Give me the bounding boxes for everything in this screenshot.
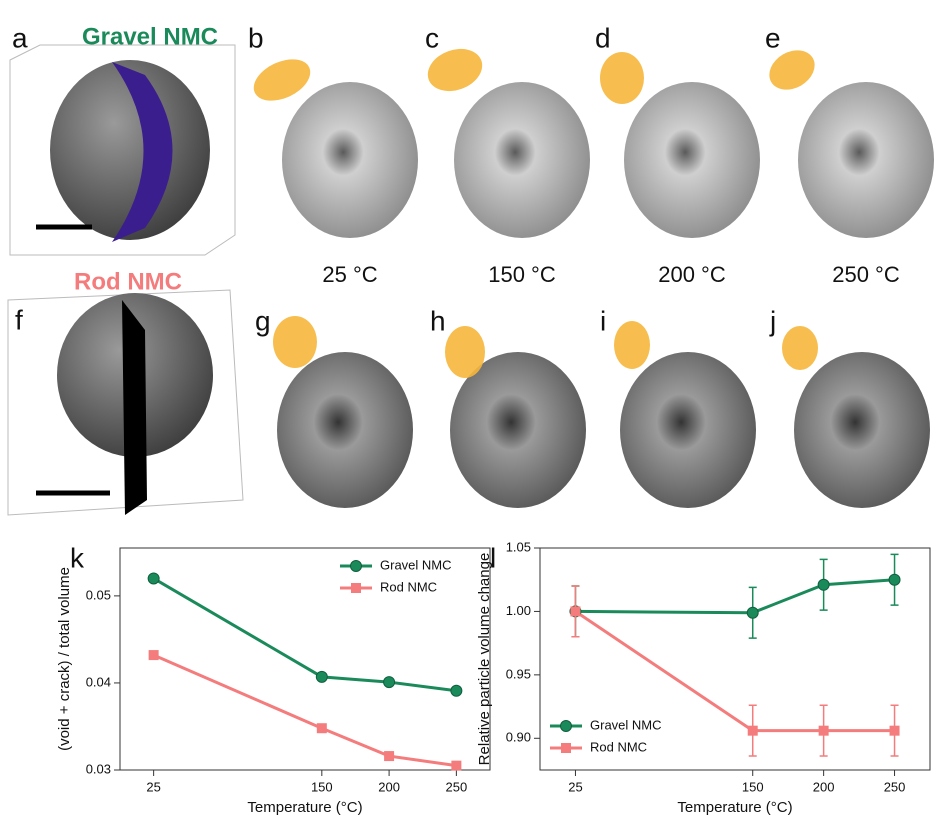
y-axis-title: (void + crack) / total volume [56, 567, 73, 751]
panel-letter: l [490, 542, 496, 573]
data-point [384, 751, 395, 762]
legend-label: Gravel NMC [380, 557, 452, 572]
legend-label: Gravel NMC [590, 717, 662, 732]
data-point [450, 684, 463, 697]
series-line [575, 578, 895, 615]
legend-marker [561, 743, 571, 753]
y-tick-label: 0.03 [86, 761, 111, 776]
y-tick-label: 0.04 [86, 674, 111, 689]
data-point [818, 725, 829, 736]
data-point [315, 670, 328, 683]
panel-letter: k [70, 542, 85, 573]
y-tick-label: 0.90 [506, 730, 531, 745]
data-point [570, 606, 581, 617]
legend-marker [560, 720, 572, 732]
temperature: 200 °C [658, 262, 726, 287]
rod-render [7, 289, 244, 516]
data-point [747, 725, 758, 736]
legend-marker [350, 560, 362, 572]
legend-label: Rod NMC [380, 579, 437, 594]
panel-letter: j [769, 305, 776, 336]
temperature: 150 °C [488, 262, 556, 287]
plot-frame [539, 547, 931, 771]
void-renders [253, 48, 818, 378]
data-point [147, 572, 160, 585]
y-tick-label: 0.05 [86, 587, 111, 602]
series-line [153, 653, 457, 768]
x-tick-label: 150 [311, 779, 333, 794]
panel-letter: h [430, 305, 446, 336]
panel-letter: f [15, 304, 23, 335]
temperature: 25 °C [322, 262, 377, 287]
panel-letter: e [765, 22, 781, 53]
x-axis-title: Temperature (°C) [677, 799, 792, 816]
x-tick-label: 25 [146, 779, 160, 794]
panel-letter: d [595, 22, 611, 53]
data-point [148, 650, 159, 661]
plot-frame [119, 547, 491, 771]
panel-letter: c [425, 22, 439, 53]
panel-letter: b [248, 22, 264, 53]
x-tick-label: 250 [884, 779, 906, 794]
data-point [451, 760, 462, 771]
legend-marker [351, 583, 361, 593]
data-point [817, 578, 830, 591]
panel-letter: g [255, 305, 271, 336]
y-axis-title: Relative particle volume change [476, 553, 493, 766]
y-tick-label: 1.00 [506, 603, 531, 618]
data-point [889, 725, 900, 736]
x-tick-label: 200 [813, 779, 835, 794]
legend-label: Rod NMC [590, 739, 647, 754]
data-point [888, 573, 901, 586]
data-point [746, 606, 759, 619]
x-tick-label: 25 [568, 779, 582, 794]
gravel-render [9, 44, 236, 256]
y-tick-label: 0.95 [506, 666, 531, 681]
data-point [316, 723, 327, 734]
panel-letter: i [600, 305, 606, 336]
series-line [574, 610, 895, 733]
data-point [383, 676, 396, 689]
x-tick-label: 200 [378, 779, 400, 794]
series-line [152, 577, 457, 693]
gravel-title: Gravel NMC [82, 23, 218, 50]
x-axis-title: Temperature (°C) [247, 799, 362, 816]
y-tick-label: 1.05 [506, 539, 531, 554]
panel-letter: a [12, 22, 28, 53]
rod-title: Rod NMC [74, 268, 182, 295]
slices [277, 82, 934, 508]
temperature: 250 °C [832, 262, 900, 287]
x-tick-label: 150 [742, 779, 764, 794]
x-tick-label: 250 [446, 779, 468, 794]
